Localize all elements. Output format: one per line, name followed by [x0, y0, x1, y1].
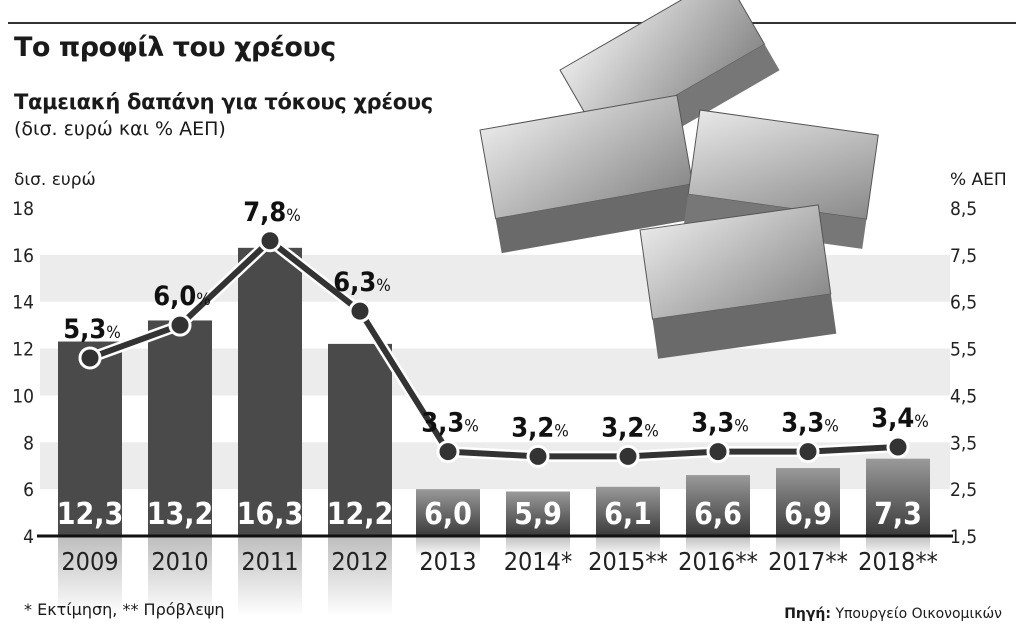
- chart-subtitle: Ταμειακή δαπάνη για τόκους χρέους: [14, 90, 433, 114]
- line-value-label: 3,2%: [601, 412, 659, 443]
- line-point: [526, 444, 550, 468]
- line-point: [258, 229, 282, 253]
- bar-value-label: 6,0: [424, 497, 472, 532]
- left-tick-label: 18: [12, 198, 34, 220]
- bar: [596, 486, 660, 536]
- line-point: [616, 444, 640, 468]
- right-axis-label: % ΑΕΠ: [950, 170, 1007, 190]
- left-tick-label: 10: [12, 385, 34, 407]
- bar-value-label: 13,2: [147, 497, 214, 532]
- bar-reflection: [148, 536, 212, 616]
- source-label: Πηγή:: [784, 606, 831, 622]
- bar-reflection: [238, 536, 302, 616]
- bar-value-label: 16,3: [237, 497, 304, 532]
- line-value-label: 7,8%: [243, 197, 301, 228]
- line-point: [436, 440, 460, 464]
- x-tick-label: 2011: [241, 547, 298, 576]
- right-tick-label: 1,5: [950, 526, 977, 548]
- right-tick-label: 4,5: [950, 385, 977, 407]
- line-value-label: 3,3%: [781, 408, 839, 439]
- line-point: [706, 440, 730, 464]
- left-tick-label: 6: [23, 479, 34, 501]
- bar-reflection: [506, 536, 570, 556]
- x-tick-label: 2013: [419, 547, 476, 576]
- bar: [686, 475, 750, 536]
- bar: [238, 247, 302, 537]
- left-axis-label: δισ. ευρώ: [14, 170, 96, 190]
- left-tick-label: 8: [23, 432, 34, 454]
- line-value-label: 3,2%: [511, 412, 569, 443]
- line-value-label: 3,3%: [421, 408, 479, 439]
- footnote: * Εκτίμηση, ** Πρόβλεψη: [24, 600, 225, 619]
- bar: [776, 468, 840, 536]
- bar-reflection: [58, 536, 122, 616]
- banknotes-illustration: [479, 0, 879, 359]
- x-tick-label: 2014*: [504, 547, 572, 576]
- left-tick-label: 16: [12, 245, 34, 267]
- line-point: [348, 299, 372, 323]
- right-tick-label: 6,5: [950, 292, 977, 314]
- x-tick-label: 2016**: [678, 547, 758, 576]
- x-tick-label: 2018**: [858, 547, 938, 576]
- x-tick-label: 2012: [331, 547, 388, 576]
- right-tick-label: 2,5: [950, 479, 977, 501]
- bar-value-label: 7,3: [874, 497, 922, 532]
- bar: [866, 458, 930, 536]
- x-tick-label: 2010: [151, 547, 208, 576]
- x-tick-label: 2017**: [768, 547, 848, 576]
- bar-reflection: [328, 536, 392, 616]
- left-tick-label: 4: [23, 526, 34, 548]
- source-note: Πηγή: Υπουργείο Οικονομικών: [784, 606, 1002, 622]
- bar-reflection: [776, 536, 840, 556]
- bar-reflection: [866, 536, 930, 556]
- x-tick-label: 2015**: [588, 547, 668, 576]
- bar-value-label: 6,1: [604, 497, 652, 532]
- bar-value-label: 12,2: [327, 497, 394, 532]
- line-point: [78, 346, 102, 370]
- bar-value-label: 12,3: [57, 497, 124, 532]
- right-tick-label: 3,5: [950, 432, 977, 454]
- bar: [416, 489, 480, 536]
- bar: [58, 341, 122, 536]
- bar: [506, 491, 570, 536]
- line-point: [886, 435, 910, 459]
- right-tick-label: 5,5: [950, 339, 977, 361]
- bar-value-label: 6,6: [694, 497, 742, 532]
- chart-units: (δισ. ευρώ και % ΑΕΠ): [14, 118, 226, 140]
- chart-title: Το προφίλ του χρέους: [14, 32, 336, 63]
- left-tick-label: 14: [12, 292, 34, 314]
- x-tick-label: 2009: [61, 547, 118, 576]
- bar-value-label: 5,9: [514, 497, 562, 532]
- top-rule: [8, 22, 1016, 24]
- bar-reflection: [686, 536, 750, 556]
- bar-reflection: [416, 536, 480, 556]
- bar-value-label: 6,9: [784, 497, 832, 532]
- line-value-label: 3,3%: [691, 408, 749, 439]
- right-tick-label: 7,5: [950, 245, 977, 267]
- bar-reflection: [596, 536, 660, 556]
- line-point: [168, 313, 192, 337]
- source-text: Υπουργείο Οικονομικών: [835, 606, 1002, 622]
- gdp-share-line: [88, 237, 899, 460]
- bar: [328, 343, 392, 536]
- line-point: [796, 440, 820, 464]
- bar: [148, 320, 212, 536]
- left-tick-label: 12: [12, 339, 34, 361]
- line-value-label: 3,4%: [871, 403, 929, 434]
- line-value-label: 5,3%: [63, 314, 121, 345]
- right-tick-label: 8,5: [950, 198, 977, 220]
